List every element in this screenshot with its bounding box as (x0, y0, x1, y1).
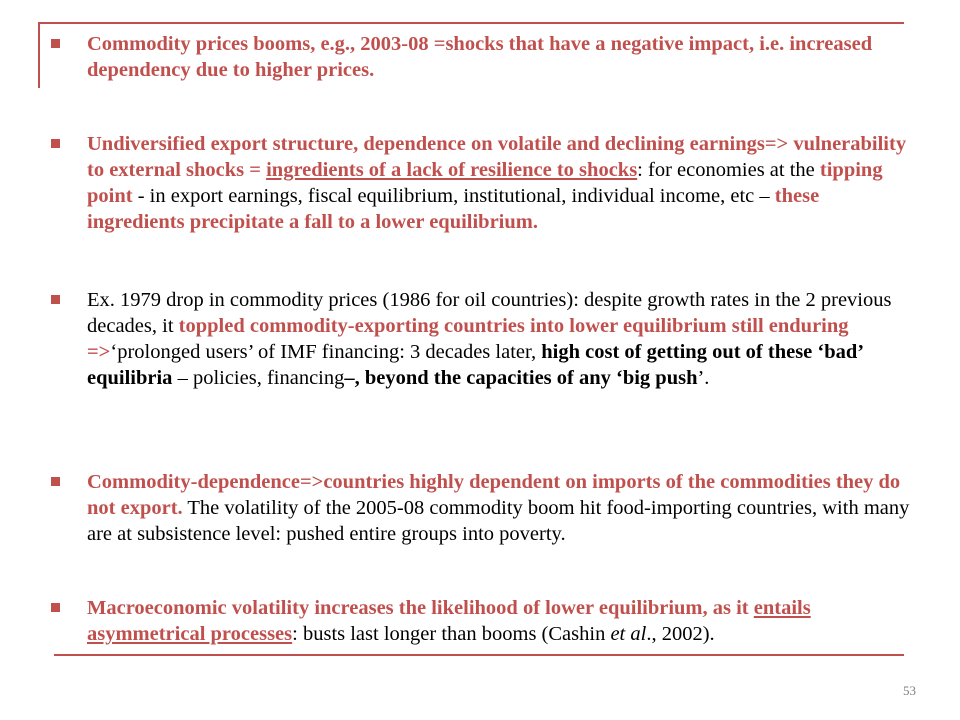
bullet-item: Commodity prices booms, e.g., 2003-08 =s… (51, 31, 919, 83)
bullet-text-run: Commodity-dependence=>countries highly d… (87, 471, 901, 519)
bullet-marker-icon (51, 603, 60, 612)
frame-left-rule (38, 22, 40, 88)
bullet-text-run: high cost of getting out of these ‘bad’ … (87, 341, 863, 389)
bullet-text-run: ., 2002). (646, 623, 715, 645)
bullet-text-run: Undiversified export structure, dependen… (87, 133, 907, 181)
bullet-text-run: - in export earnings, fiscal equilibrium… (132, 185, 775, 207)
bullet-text: Commodity-dependence=>countries highly d… (87, 471, 909, 545)
bullet-text: Commodity prices booms, e.g., 2003-08 =s… (87, 33, 872, 81)
bullet-text-run: toppled commodity-exporting countries in… (87, 315, 849, 363)
bullet-item: Ex. 1979 drop in commodity prices (1986 … (51, 287, 919, 391)
bullet-marker-icon (51, 139, 60, 148)
bullet-text-run: ’. (697, 367, 710, 389)
bullet-marker-icon (51, 295, 60, 304)
bullet-text-run: Macroeconomic volatility increases the l… (87, 597, 754, 619)
bullet-text-run: et al (610, 623, 647, 645)
bullet-marker-icon (51, 39, 60, 48)
bullet-text-run: Commodity prices booms, e.g., 2003-08 =s… (87, 33, 873, 81)
bullet-text-run: ingredients of a lack of resilience to s… (266, 159, 638, 181)
bullet-item: Commodity-dependence=>countries highly d… (51, 469, 919, 547)
bullet-text-run: : busts last longer than booms (Cashin (292, 623, 611, 645)
bullet-text-run: Ex. 1979 drop in commodity prices (1986 … (87, 289, 892, 337)
bullet-text: Ex. 1979 drop in commodity prices (1986 … (87, 289, 891, 389)
bullet-text-run: tipping point (87, 159, 883, 207)
bullet-text: Macroeconomic volatility increases the l… (87, 597, 811, 645)
bullet-text-run: ‘prolonged users’ of IMF financing: 3 de… (110, 341, 542, 363)
bullet-text: Undiversified export structure, dependen… (87, 133, 906, 233)
slide-number: 53 (903, 683, 916, 698)
bullet-text-run: : for economies at the (637, 159, 820, 181)
bullet-text-run: these ingredients precipitate a fall to … (87, 185, 820, 233)
bullet-item: Macroeconomic volatility increases the l… (51, 595, 919, 647)
frame-top-rule (38, 22, 904, 24)
bullet-text-run: –, beyond the capacities of any ‘big pus… (344, 367, 698, 389)
bullet-marker-icon (51, 477, 60, 486)
bullet-text-run: – policies, financing (172, 367, 345, 389)
bullet-text-run: entails asymmetrical processes (87, 597, 811, 645)
bullet-item: Undiversified export structure, dependen… (51, 131, 919, 235)
bullet-text-run: The volatility of the 2005-08 commodity … (87, 497, 910, 545)
frame-bottom-rule (54, 654, 904, 656)
